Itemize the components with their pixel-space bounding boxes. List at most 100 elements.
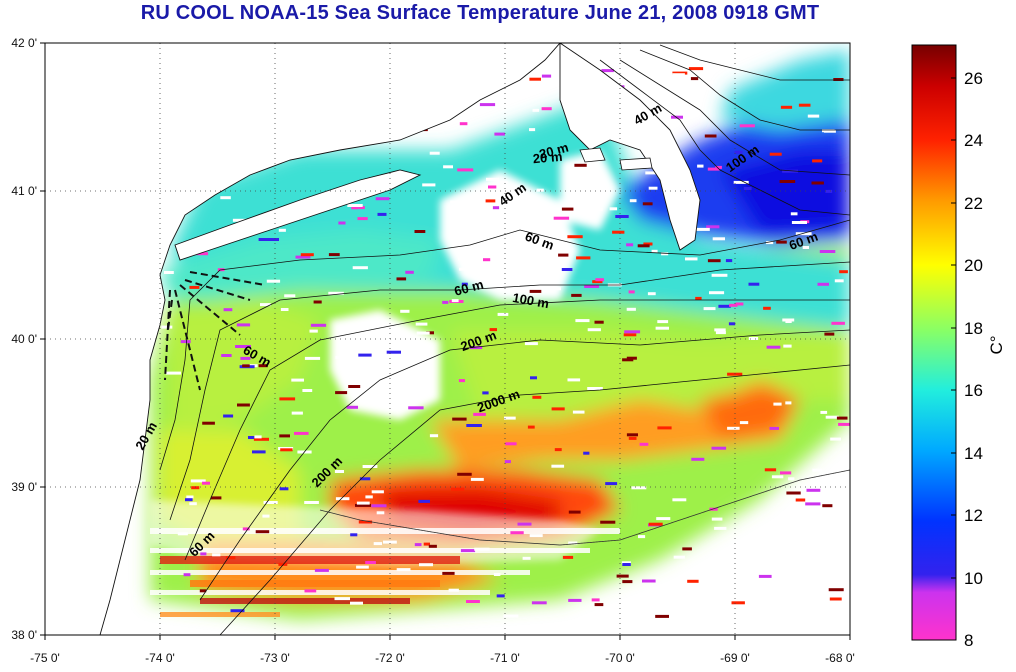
noise-pixel — [494, 132, 505, 136]
noise-pixel — [279, 487, 289, 491]
noise-pixel — [600, 520, 616, 524]
noise-pixel — [707, 167, 720, 171]
noise-pixel — [561, 207, 574, 211]
noise-pixel — [414, 230, 426, 233]
noise-pixel — [504, 460, 511, 464]
noise-pixel — [795, 232, 812, 236]
noise-pixel — [493, 573, 501, 576]
noise-pixel — [189, 502, 197, 506]
noise-pixel — [838, 422, 850, 426]
noise-pixel — [302, 389, 313, 392]
noise-pixel — [279, 397, 296, 401]
noise-pixel — [442, 571, 455, 575]
noise-pixel — [763, 306, 771, 310]
noise-pixel — [371, 504, 387, 508]
cape-cod — [559, 43, 701, 251]
noise-pixel — [672, 498, 687, 502]
noise-pixel — [190, 479, 206, 483]
noise-pixel — [715, 165, 722, 169]
noise-pixels — [161, 60, 850, 618]
x-tick-label: -72 0' — [375, 651, 405, 665]
noise-pixel — [743, 187, 752, 190]
noise-pixel — [515, 194, 531, 198]
noise-pixel — [725, 259, 733, 263]
noise-pixel — [310, 323, 327, 327]
noise-pixel — [709, 291, 725, 295]
noise-pixel — [278, 228, 286, 232]
y-tick-label: 41 0' — [11, 184, 37, 198]
noise-pixel — [798, 103, 811, 107]
noise-pixel — [358, 520, 373, 524]
noise-pixel — [486, 177, 500, 181]
noise-pixel — [189, 285, 200, 289]
noise-pixel — [358, 206, 365, 210]
noise-pixel — [429, 434, 439, 438]
noise-pixel — [253, 437, 269, 441]
noise-pixel — [346, 405, 358, 409]
noise-pixel — [594, 609, 609, 613]
colorbar-tick: 8 — [964, 631, 973, 650]
noise-pixel — [371, 490, 384, 494]
noise-pixel — [459, 122, 468, 126]
noise-pixel — [780, 105, 793, 109]
noise-pixel — [714, 328, 726, 332]
noise-pixel — [695, 296, 702, 300]
noise-pixel — [482, 391, 489, 395]
noise-pixel — [711, 446, 727, 450]
noise-pixel — [359, 477, 371, 481]
noise-pixel — [248, 436, 255, 439]
y-tick-label: 40 0' — [11, 332, 37, 346]
noise-pixel — [822, 504, 833, 508]
noise-pixel — [647, 292, 656, 296]
noise-pixel — [661, 252, 669, 256]
noise-pixel — [451, 487, 465, 491]
noise-pixel — [477, 99, 491, 103]
noise-pixel — [691, 457, 705, 461]
noise-pixel — [592, 280, 603, 284]
noise-pixel — [376, 511, 385, 515]
noise-pixel — [643, 242, 653, 246]
noise-pixel — [628, 290, 635, 294]
noise-pixel — [405, 270, 414, 274]
noise-pixel — [642, 202, 653, 206]
x-tick-label: -69 0' — [720, 651, 750, 665]
noise-pixel — [785, 401, 792, 405]
noise-pixel — [466, 600, 480, 603]
noise-pixel — [651, 249, 658, 253]
noise-pixel — [645, 171, 660, 175]
noise-pixel — [357, 217, 368, 221]
y-tick-label: 39 0' — [11, 480, 37, 494]
noise-pixel — [442, 300, 449, 304]
noise-pixel — [236, 323, 251, 327]
noise-pixel — [497, 180, 508, 184]
noise-pixel — [458, 257, 465, 261]
noise-pixel — [615, 215, 629, 218]
y-tick-label: 38 0' — [11, 628, 37, 642]
noise-pixel — [551, 464, 565, 468]
noise-pixel — [180, 340, 191, 344]
noise-pixel — [671, 115, 683, 119]
noise-pixel — [685, 257, 698, 261]
noise-pixel — [822, 129, 835, 133]
noise-pixel — [552, 287, 561, 291]
noise-pixel — [220, 196, 231, 200]
noise-pixel — [375, 197, 390, 201]
noise-pixel — [703, 307, 716, 311]
noise-pixel — [786, 491, 801, 495]
noise-pixel — [416, 331, 430, 335]
isobath-label: 20 m — [532, 149, 563, 167]
noise-pixel — [223, 414, 234, 418]
noise-pixel — [510, 531, 524, 535]
noise-pixel — [673, 555, 685, 559]
noise-pixel — [802, 246, 809, 249]
shipping-lanes — [164, 271, 266, 391]
noise-pixel — [782, 318, 795, 322]
noise-pixel — [788, 477, 795, 481]
noise-pixel — [839, 270, 848, 274]
noise-pixel — [334, 597, 350, 601]
noise-pixel — [591, 208, 603, 212]
noise-pixel — [466, 424, 482, 427]
x-axis-labels: -75 0' -74 0' -73 0' -72 0' -71 0' -70 0… — [30, 651, 855, 665]
noise-pixel — [783, 344, 792, 348]
noise-pixel — [624, 330, 641, 334]
